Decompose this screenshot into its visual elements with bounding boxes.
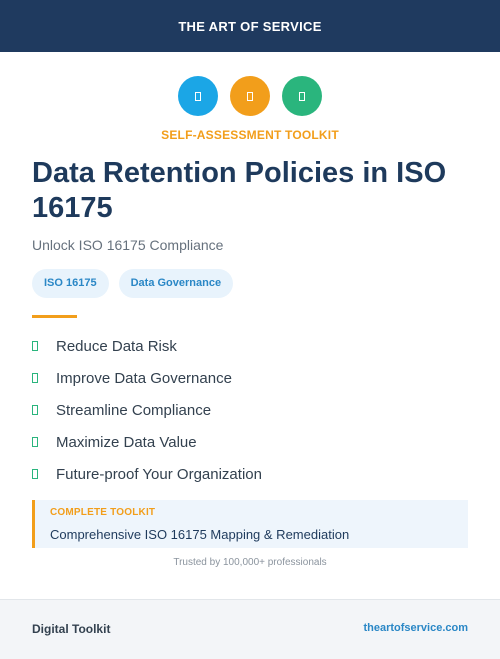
check-icon xyxy=(32,373,38,383)
list-item: Future-proof Your Organization xyxy=(32,458,262,490)
trust-statement: Trusted by 100,000+ professionals xyxy=(173,557,327,568)
tag-list: ISO 16175 Data Governance xyxy=(32,269,234,298)
footer-bar: Digital Toolkit theartofservice.com xyxy=(0,599,500,659)
benefit-label: Improve Data Governance xyxy=(56,369,232,387)
header-bar: THE ART OF SERVICE xyxy=(0,0,500,52)
benefit-label: Reduce Data Risk xyxy=(56,337,177,355)
document-icon xyxy=(282,76,322,116)
callout-text: Comprehensive ISO 16175 Mapping & Remedi… xyxy=(50,527,350,542)
icon-row xyxy=(0,76,500,116)
document-icon-glyph xyxy=(195,91,201,101)
list-item: Reduce Data Risk xyxy=(32,330,262,362)
check-icon xyxy=(32,469,38,479)
document-icon-glyph xyxy=(247,91,253,101)
website-link[interactable]: theartofservice.com xyxy=(363,622,468,634)
callout-label: COMPLETE TOOLKIT xyxy=(50,507,156,518)
document-icon-glyph xyxy=(299,91,305,101)
check-icon xyxy=(32,437,38,447)
benefit-label: Future-proof Your Organization xyxy=(56,465,262,483)
brand-title: THE ART OF SERVICE xyxy=(178,18,322,34)
benefit-label: Streamline Compliance xyxy=(56,401,212,419)
accent-divider xyxy=(32,315,77,318)
list-item: Improve Data Governance xyxy=(32,362,262,394)
check-icon xyxy=(32,405,38,415)
benefit-list: Reduce Data Risk Improve Data Governance… xyxy=(32,330,262,490)
tag-data-governance[interactable]: Data Governance xyxy=(118,269,234,298)
footer-label: Digital Toolkit xyxy=(32,622,111,636)
page-title: Data Retention Policies in ISO 16175 xyxy=(32,157,447,224)
list-item: Streamline Compliance xyxy=(32,394,262,426)
benefit-label: Maximize Data Value xyxy=(56,433,197,451)
toolkit-kicker: SELF-ASSESSMENT TOOLKIT xyxy=(161,128,339,142)
document-icon xyxy=(178,76,218,116)
complete-toolkit-callout: COMPLETE TOOLKIT Comprehensive ISO 16175… xyxy=(32,500,468,548)
page-subtitle: Unlock ISO 16175 Compliance xyxy=(32,237,224,253)
list-item: Maximize Data Value xyxy=(32,426,262,458)
check-icon xyxy=(32,341,38,351)
document-icon xyxy=(230,76,270,116)
tag-iso-16175[interactable]: ISO 16175 xyxy=(32,269,109,298)
